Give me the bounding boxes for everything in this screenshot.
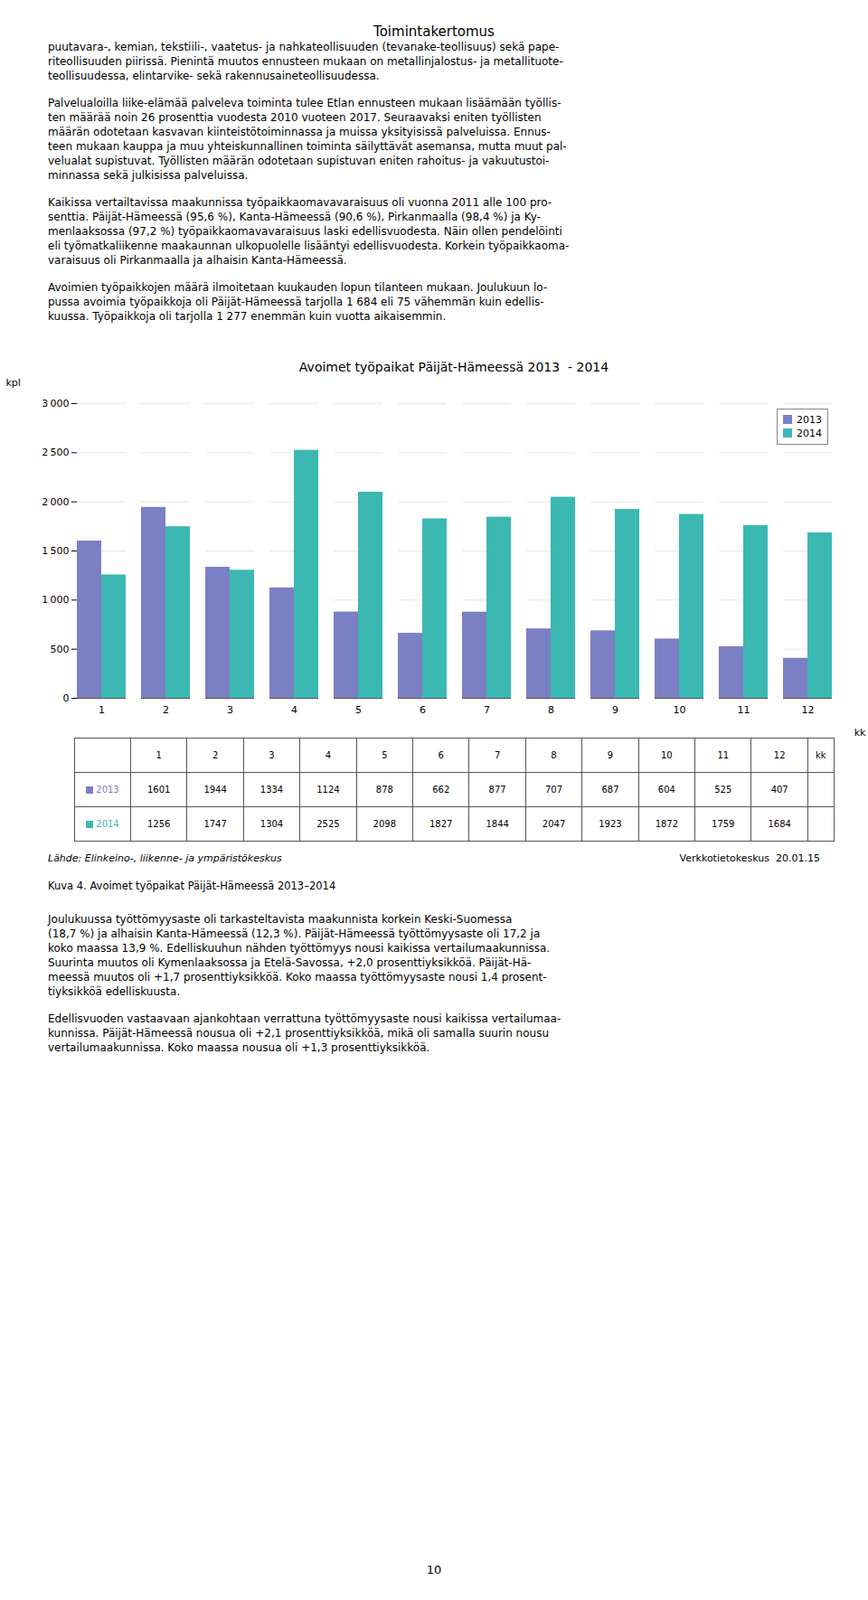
html-text:407: 407	[770, 784, 789, 795]
html-text:1923: 1923	[598, 819, 622, 830]
html-text:Edellisvuoden vastaavaan ajank: Edellisvuoden vastaavaan ajankohtaan ver…	[47, 1012, 561, 1055]
html-text:Verkkotietokeskus 20.01.15: Verkkotietokeskus 20.01.15	[679, 852, 821, 865]
svg-text:kk: kk	[854, 726, 867, 739]
html-text:9: 9	[607, 750, 614, 761]
html-text:2013: 2013	[796, 414, 822, 426]
html-text:10: 10	[660, 750, 673, 761]
html-text:1944: 1944	[203, 784, 227, 795]
html-text:877: 877	[488, 784, 507, 795]
html-text:1: 1	[155, 750, 162, 761]
html-text:Toimintakertomus: Toimintakertomus	[373, 23, 495, 40]
html-text:Lähde: Elinkeino-, liikenne- j: Lähde: Elinkeino-, liikenne- ja ympärist…	[47, 852, 282, 865]
html-text:Kuva 4. Avoimet työpaikat Päij: Kuva 4. Avoimet työpaikat Päijät-Hämeess…	[47, 879, 336, 893]
html-text:3: 3	[268, 750, 275, 761]
html-text:4: 4	[325, 750, 332, 761]
svg-text:9: 9	[612, 704, 619, 717]
html-text:Avoimet työpaikat Päijät-Hämee: Avoimet työpaikat Päijät-Hämeessä 2013 -…	[299, 359, 609, 375]
svg-text:7: 7	[483, 704, 491, 717]
svg-text:2: 2	[162, 704, 170, 717]
svg-text:0: 0	[63, 692, 70, 705]
svg-text:5: 5	[355, 704, 362, 717]
html-text:7: 7	[494, 750, 501, 761]
svg-text:11: 11	[737, 704, 751, 717]
html-text:Kaikissa vertailtavissa maakun: Kaikissa vertailtavissa maakunnissa työp…	[47, 196, 570, 267]
html-text:707: 707	[545, 784, 563, 795]
svg-text:kpl: kpl	[6, 377, 21, 389]
svg-text:6: 6	[419, 704, 426, 717]
html-text:1827: 1827	[429, 819, 453, 830]
html-text:5: 5	[381, 750, 388, 761]
html-text:Joulukuussa työttömyysaste oli: Joulukuussa työttömyysaste oli tarkastel…	[47, 913, 550, 999]
svg-text:2 000: 2 000	[41, 496, 69, 509]
html-text:2098: 2098	[373, 819, 397, 830]
svg-text:10: 10	[673, 704, 687, 717]
html-text:1684: 1684	[767, 819, 792, 830]
html-text:1747: 1747	[203, 819, 227, 830]
html-text:2014: 2014	[96, 819, 120, 830]
svg-text:500: 500	[50, 643, 70, 656]
svg-text:1 000: 1 000	[41, 594, 69, 606]
html-text:878: 878	[375, 784, 394, 795]
html-text:1601: 1601	[147, 784, 171, 795]
html-text:puutavara-, kemian, tekstiili-: puutavara-, kemian, tekstiili-, vaatetus…	[47, 40, 564, 83]
html-text:6: 6	[438, 750, 444, 761]
svg-text:1: 1	[98, 704, 105, 717]
svg-text:3 000: 3 000	[41, 397, 69, 410]
svg-text:1 500: 1 500	[41, 545, 69, 557]
svg-text:2 500: 2 500	[41, 446, 69, 459]
html-text:Avoimien työpaikkojen määrä il: Avoimien työpaikkojen määrä ilmoitetaan …	[47, 281, 548, 323]
html-text:11: 11	[717, 750, 729, 761]
html-text:kk: kk	[815, 750, 827, 761]
html-text:10: 10	[426, 1563, 442, 1577]
svg-text:8: 8	[547, 704, 555, 717]
html-text:2014: 2014	[796, 427, 822, 440]
html-text:1304: 1304	[260, 819, 284, 830]
html-text:525: 525	[714, 784, 732, 795]
html-text:1334: 1334	[260, 784, 284, 795]
html-text:604: 604	[658, 784, 676, 795]
html-text:2013: 2013	[96, 784, 120, 795]
html-text:Palvelualoilla liike-elämää pa: Palvelualoilla liike-elämää palveleva to…	[47, 96, 567, 182]
svg-text:3: 3	[226, 704, 234, 717]
html-text:2525: 2525	[316, 819, 340, 830]
html-text:687: 687	[601, 784, 619, 795]
html-text:662: 662	[432, 784, 450, 795]
svg-text:12: 12	[801, 704, 815, 717]
html-text:1844: 1844	[485, 819, 509, 830]
html-text:2047: 2047	[542, 819, 566, 830]
html-text:12: 12	[773, 750, 786, 761]
html-text:1872: 1872	[655, 819, 679, 830]
html-text:8: 8	[550, 750, 557, 761]
html-text:2: 2	[212, 750, 219, 761]
html-text:1256: 1256	[147, 819, 171, 830]
svg-text:4: 4	[291, 704, 298, 717]
html-text:1759: 1759	[711, 819, 735, 830]
html-text:1124: 1124	[316, 784, 340, 795]
